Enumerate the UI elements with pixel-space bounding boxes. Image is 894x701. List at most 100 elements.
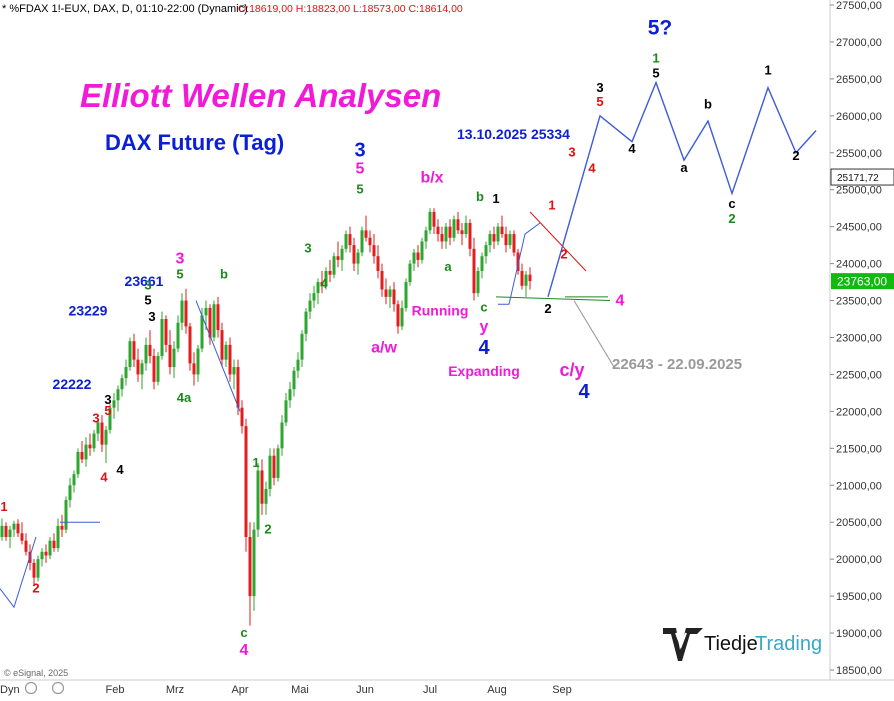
candle-body — [4, 525, 8, 537]
candle-body — [108, 407, 112, 430]
wave-label: 3 — [92, 410, 99, 425]
y-tick-label: 22000,00 — [836, 406, 882, 418]
candle-body — [172, 348, 176, 368]
y-tick-label: 18500,00 — [836, 665, 882, 677]
candle-body — [372, 245, 376, 257]
wave-label: 5? — [648, 17, 673, 40]
candle-body — [528, 274, 532, 282]
candle-body — [184, 300, 188, 327]
wave-label: 1 — [652, 51, 659, 66]
candle-body — [284, 400, 288, 423]
wave-label: 4 — [100, 470, 108, 485]
candle-body — [320, 282, 324, 286]
candle-body — [380, 271, 384, 290]
wave-label: 4 — [616, 293, 625, 310]
candle-body — [352, 245, 356, 264]
y-tick-label: 25500,00 — [836, 148, 882, 160]
candle-body — [272, 455, 276, 478]
scroll-right-icon[interactable] — [51, 681, 65, 695]
scroll-left-icon[interactable] — [24, 681, 38, 695]
candle-body — [116, 389, 120, 401]
wave-label: 1 — [764, 62, 771, 77]
candle-body — [492, 234, 496, 242]
wave-label: 4 — [628, 141, 636, 156]
candle-body — [16, 523, 20, 534]
y-tick-label: 22500,00 — [836, 369, 882, 381]
wave-label: 4 — [116, 462, 124, 477]
candle-body — [68, 485, 72, 501]
candle-body — [364, 230, 368, 238]
triangle-upper-line — [529, 211, 587, 272]
y-tick-label: 25000,00 — [836, 185, 882, 197]
candle-body — [60, 525, 64, 530]
candle-body — [216, 304, 220, 331]
wave-label: 5 — [176, 266, 183, 281]
chart-header-ohlc: O:18619,00 H:18823,00 L:18573,00 C:18614… — [238, 3, 463, 15]
wave-label: Expanding — [448, 363, 520, 379]
reference-price-marker-bg — [830, 168, 894, 186]
wave-label: 5 — [104, 403, 111, 418]
candle-body — [308, 300, 312, 312]
wave-label: b — [476, 189, 484, 204]
candle-body — [180, 300, 184, 323]
y-tick-label: 23000,00 — [836, 333, 882, 345]
wave-label: 4a — [177, 390, 192, 405]
candle-body — [144, 344, 148, 364]
candle-body — [304, 311, 308, 334]
candle-body — [440, 234, 444, 242]
candle-body — [400, 307, 404, 327]
wave-label: Running — [412, 302, 469, 318]
candle-body — [340, 248, 344, 260]
x-tick-label: Aug — [487, 684, 507, 696]
candle-body — [424, 230, 428, 242]
x-tick-label: Feb — [106, 684, 125, 696]
candle-body — [520, 271, 524, 286]
candle-body — [188, 326, 192, 364]
wave-label: 23661 — [125, 273, 164, 289]
expanding-projection-line — [573, 300, 615, 368]
candle-body — [360, 230, 364, 253]
candle-body — [348, 234, 352, 246]
candle-body — [368, 237, 372, 246]
candle-body — [264, 488, 268, 504]
candle-body — [500, 226, 504, 235]
y-tick-label: 19000,00 — [836, 628, 882, 640]
target-note: 13.10.2025 25334 — [457, 126, 570, 142]
wave-line-march — [195, 300, 241, 412]
candle-body — [508, 234, 512, 246]
wave-label: 4 — [578, 381, 590, 403]
candle-body — [376, 256, 380, 271]
y-tick-label: 19500,00 — [836, 591, 882, 603]
candle-body — [484, 245, 488, 257]
candle-body — [496, 226, 500, 242]
wave-label: b/x — [420, 169, 443, 186]
candle-body — [456, 219, 460, 231]
candle-body — [324, 271, 328, 286]
candle-body — [312, 293, 316, 301]
candle-body — [428, 211, 432, 231]
candle-body — [168, 344, 172, 368]
candle-body — [252, 529, 256, 597]
candle-body — [112, 400, 116, 408]
candle-body — [56, 525, 60, 549]
candle-body — [356, 252, 360, 264]
candle-body — [240, 407, 244, 427]
candle-body — [76, 452, 80, 475]
y-tick-label: 24500,00 — [836, 222, 882, 234]
reference-price-marker: 25171,72 — [837, 173, 879, 184]
candle-body — [344, 234, 348, 249]
candle-body — [88, 444, 92, 449]
candle-body — [212, 304, 216, 338]
candle-body — [404, 282, 408, 308]
candle-body — [52, 540, 56, 549]
candle-body — [388, 289, 392, 297]
wave-label: c — [480, 300, 487, 315]
candle-body — [148, 344, 152, 356]
candle-body — [140, 363, 144, 375]
wave-label: 3 — [354, 139, 365, 161]
wave-line-august — [498, 222, 541, 305]
wave-label: y — [480, 319, 489, 336]
candle-body — [24, 540, 28, 552]
chart-header-symbol: * %FDAX 1!-EUX, DAX, D, 01:10-22:00 (Dyn… — [2, 3, 248, 15]
